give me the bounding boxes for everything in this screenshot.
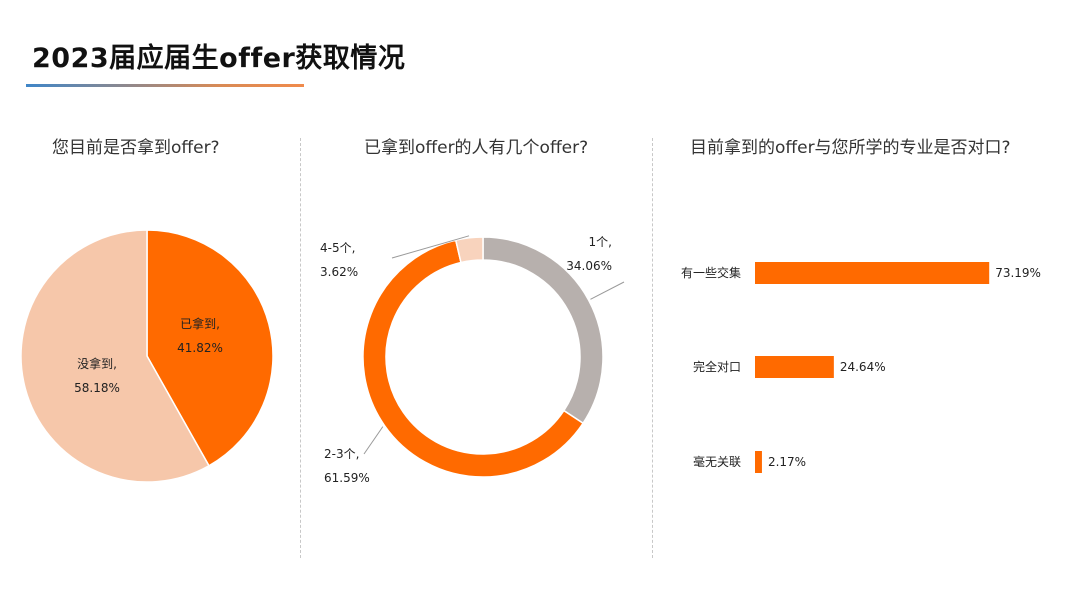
donut-leader-line-1 — [590, 281, 625, 300]
pie-slice-value-2: 58.18% — [74, 381, 120, 395]
bar-category-label-1: 有一些交集 — [681, 265, 741, 280]
bar-value-label-3: 2.17% — [768, 455, 806, 469]
pie-slice-label-1: 已拿到, — [180, 316, 220, 331]
title-underline — [26, 84, 304, 87]
donut-slice-3 — [454, 236, 484, 264]
pie-chart-title: 您目前是否拿到offer? — [52, 138, 220, 158]
bar-value-label-1: 73.19% — [995, 266, 1041, 280]
donut-slice-label-3: 4-5个, — [320, 241, 355, 255]
bar-3 — [755, 451, 762, 473]
donut-leader-line-2 — [363, 426, 384, 455]
donut-slice-value-1: 34.06% — [566, 259, 612, 273]
bar-category-label-2: 完全对口 — [693, 359, 741, 374]
bar-2 — [755, 356, 834, 378]
donut-slice-label-2: 2-3个, — [324, 447, 359, 461]
donut-chart-title: 已拿到offer的人有几个offer? — [364, 138, 589, 158]
divider-right — [652, 138, 653, 558]
donut-slice-value-2: 61.59% — [324, 471, 370, 485]
pie-slice-1 — [146, 229, 274, 467]
bar-chart-title: 目前拿到的offer与您所学的专业是否对口? — [690, 138, 1011, 158]
pie-slice-2 — [20, 229, 210, 483]
pie-slice-label-2: 没拿到, — [77, 356, 117, 371]
donut-leader-line-3 — [391, 235, 470, 259]
bar-category-label-3: 毫无关联 — [693, 454, 741, 469]
donut-slice-value-3: 3.62% — [320, 265, 358, 279]
bar-value-label-2: 24.64% — [840, 360, 886, 374]
page-title: 2023届应届生offer获取情况 — [32, 43, 406, 74]
donut-slice-label-1: 1个, — [589, 235, 612, 249]
divider-left — [300, 138, 301, 558]
bar-1 — [755, 262, 990, 284]
pie-slice-value-1: 41.82% — [177, 341, 223, 355]
